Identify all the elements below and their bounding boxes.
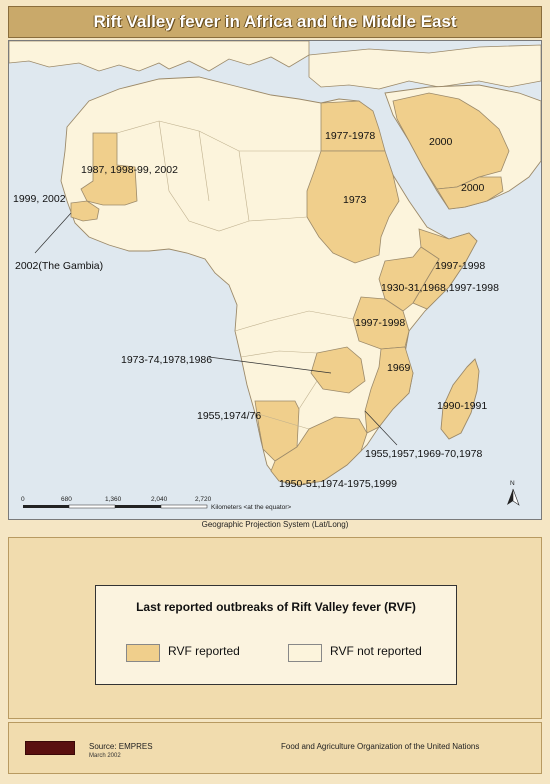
north-arrow-icon: N (507, 480, 520, 506)
fao-logo-icon (25, 741, 75, 755)
country-mauritania (80, 132, 138, 206)
scale-caption: Kilometers <at the equator> (211, 504, 291, 511)
label-zimbabwe: 1973-74,1978,1986 (121, 354, 212, 366)
legend-label-reported: RVF reported (168, 644, 240, 658)
country-kenya (378, 246, 440, 312)
scale-tick-4: 2,720 (195, 496, 212, 503)
source-text: Source: EMPRES (89, 742, 153, 751)
legend-swatch-not-reported (288, 644, 322, 662)
map-title: Rift Valley fever in Africa and the Midd… (93, 12, 457, 31)
label-swaziland: 1955,1957,1969-70,1978 (365, 448, 483, 460)
label-mauritania: 1987, 1998-99, 2002 (81, 164, 178, 176)
label-sudan: 1973 (343, 194, 367, 206)
projection-note: Geographic Projection System (Lat/Long) (201, 520, 349, 529)
footer: Source: EMPRES March 2002 Food and Agric… (8, 722, 542, 774)
label-saudi-arabia: 2000 (429, 136, 453, 148)
country-egypt (320, 100, 386, 152)
north-label: N (510, 480, 515, 487)
legend-title: Last reported outbreaks of Rift Valley f… (136, 600, 416, 614)
map-title-bar: Rift Valley fever in Africa and the Midd… (8, 6, 542, 38)
country-zimbabwe (310, 346, 366, 394)
label-kenya: 1930-31,1968,1997-1998 (381, 282, 499, 294)
label-yemen: 2000 (461, 182, 485, 194)
scale-tick-3: 2,040 (151, 496, 168, 503)
label-somalia: 1997-1998 (435, 260, 485, 272)
land-europe (9, 41, 310, 72)
label-senegal: 1999, 2002 (13, 193, 66, 205)
label-south-africa: 1950-51,1974-1975,1999 (279, 478, 397, 490)
scale-tick-2: 1,360 (105, 496, 122, 503)
country-senegal (70, 200, 100, 222)
scale-bar: 0 680 1,360 2,040 2,720 Kilometers <at t… (21, 496, 291, 511)
label-madagascar: 1990-1991 (437, 400, 487, 412)
leader-swaziland (364, 410, 398, 446)
label-mozambique: 1969 (387, 362, 411, 374)
legend-box: Last reported outbreaks of Rift Valley f… (95, 585, 457, 685)
land-madagascar (440, 358, 480, 440)
label-tanzania: 1997-1998 (355, 317, 405, 329)
organization-text: Food and Agriculture Organization of the… (281, 742, 480, 751)
label-namibia: 1955,1974/76 (197, 410, 261, 422)
map-frame: 1987, 1998-99, 2002 1999, 2002 2002(The … (8, 40, 542, 520)
scale-tick-0: 0 (21, 496, 25, 503)
date-text: March 2002 (89, 753, 121, 759)
country-sudan (306, 150, 400, 264)
label-egypt: 1977-1978 (325, 130, 375, 142)
country-saudi-arabia (392, 92, 510, 190)
leader-zimbabwe (208, 356, 332, 374)
map-svg: 1987, 1998-99, 2002 1999, 2002 2002(The … (9, 41, 541, 511)
leader-gambia (34, 212, 72, 254)
legend-panel: Last reported outbreaks of Rift Valley f… (8, 537, 542, 719)
land-turkey (308, 44, 541, 90)
country-yemen (436, 176, 504, 210)
legend-swatch-reported (126, 644, 160, 662)
scale-tick-1: 680 (61, 496, 72, 503)
country-borders (116, 120, 354, 430)
country-mozambique (364, 346, 414, 434)
label-gambia: 2002(The Gambia) (15, 260, 103, 272)
legend-label-not-reported: RVF not reported (330, 644, 422, 658)
